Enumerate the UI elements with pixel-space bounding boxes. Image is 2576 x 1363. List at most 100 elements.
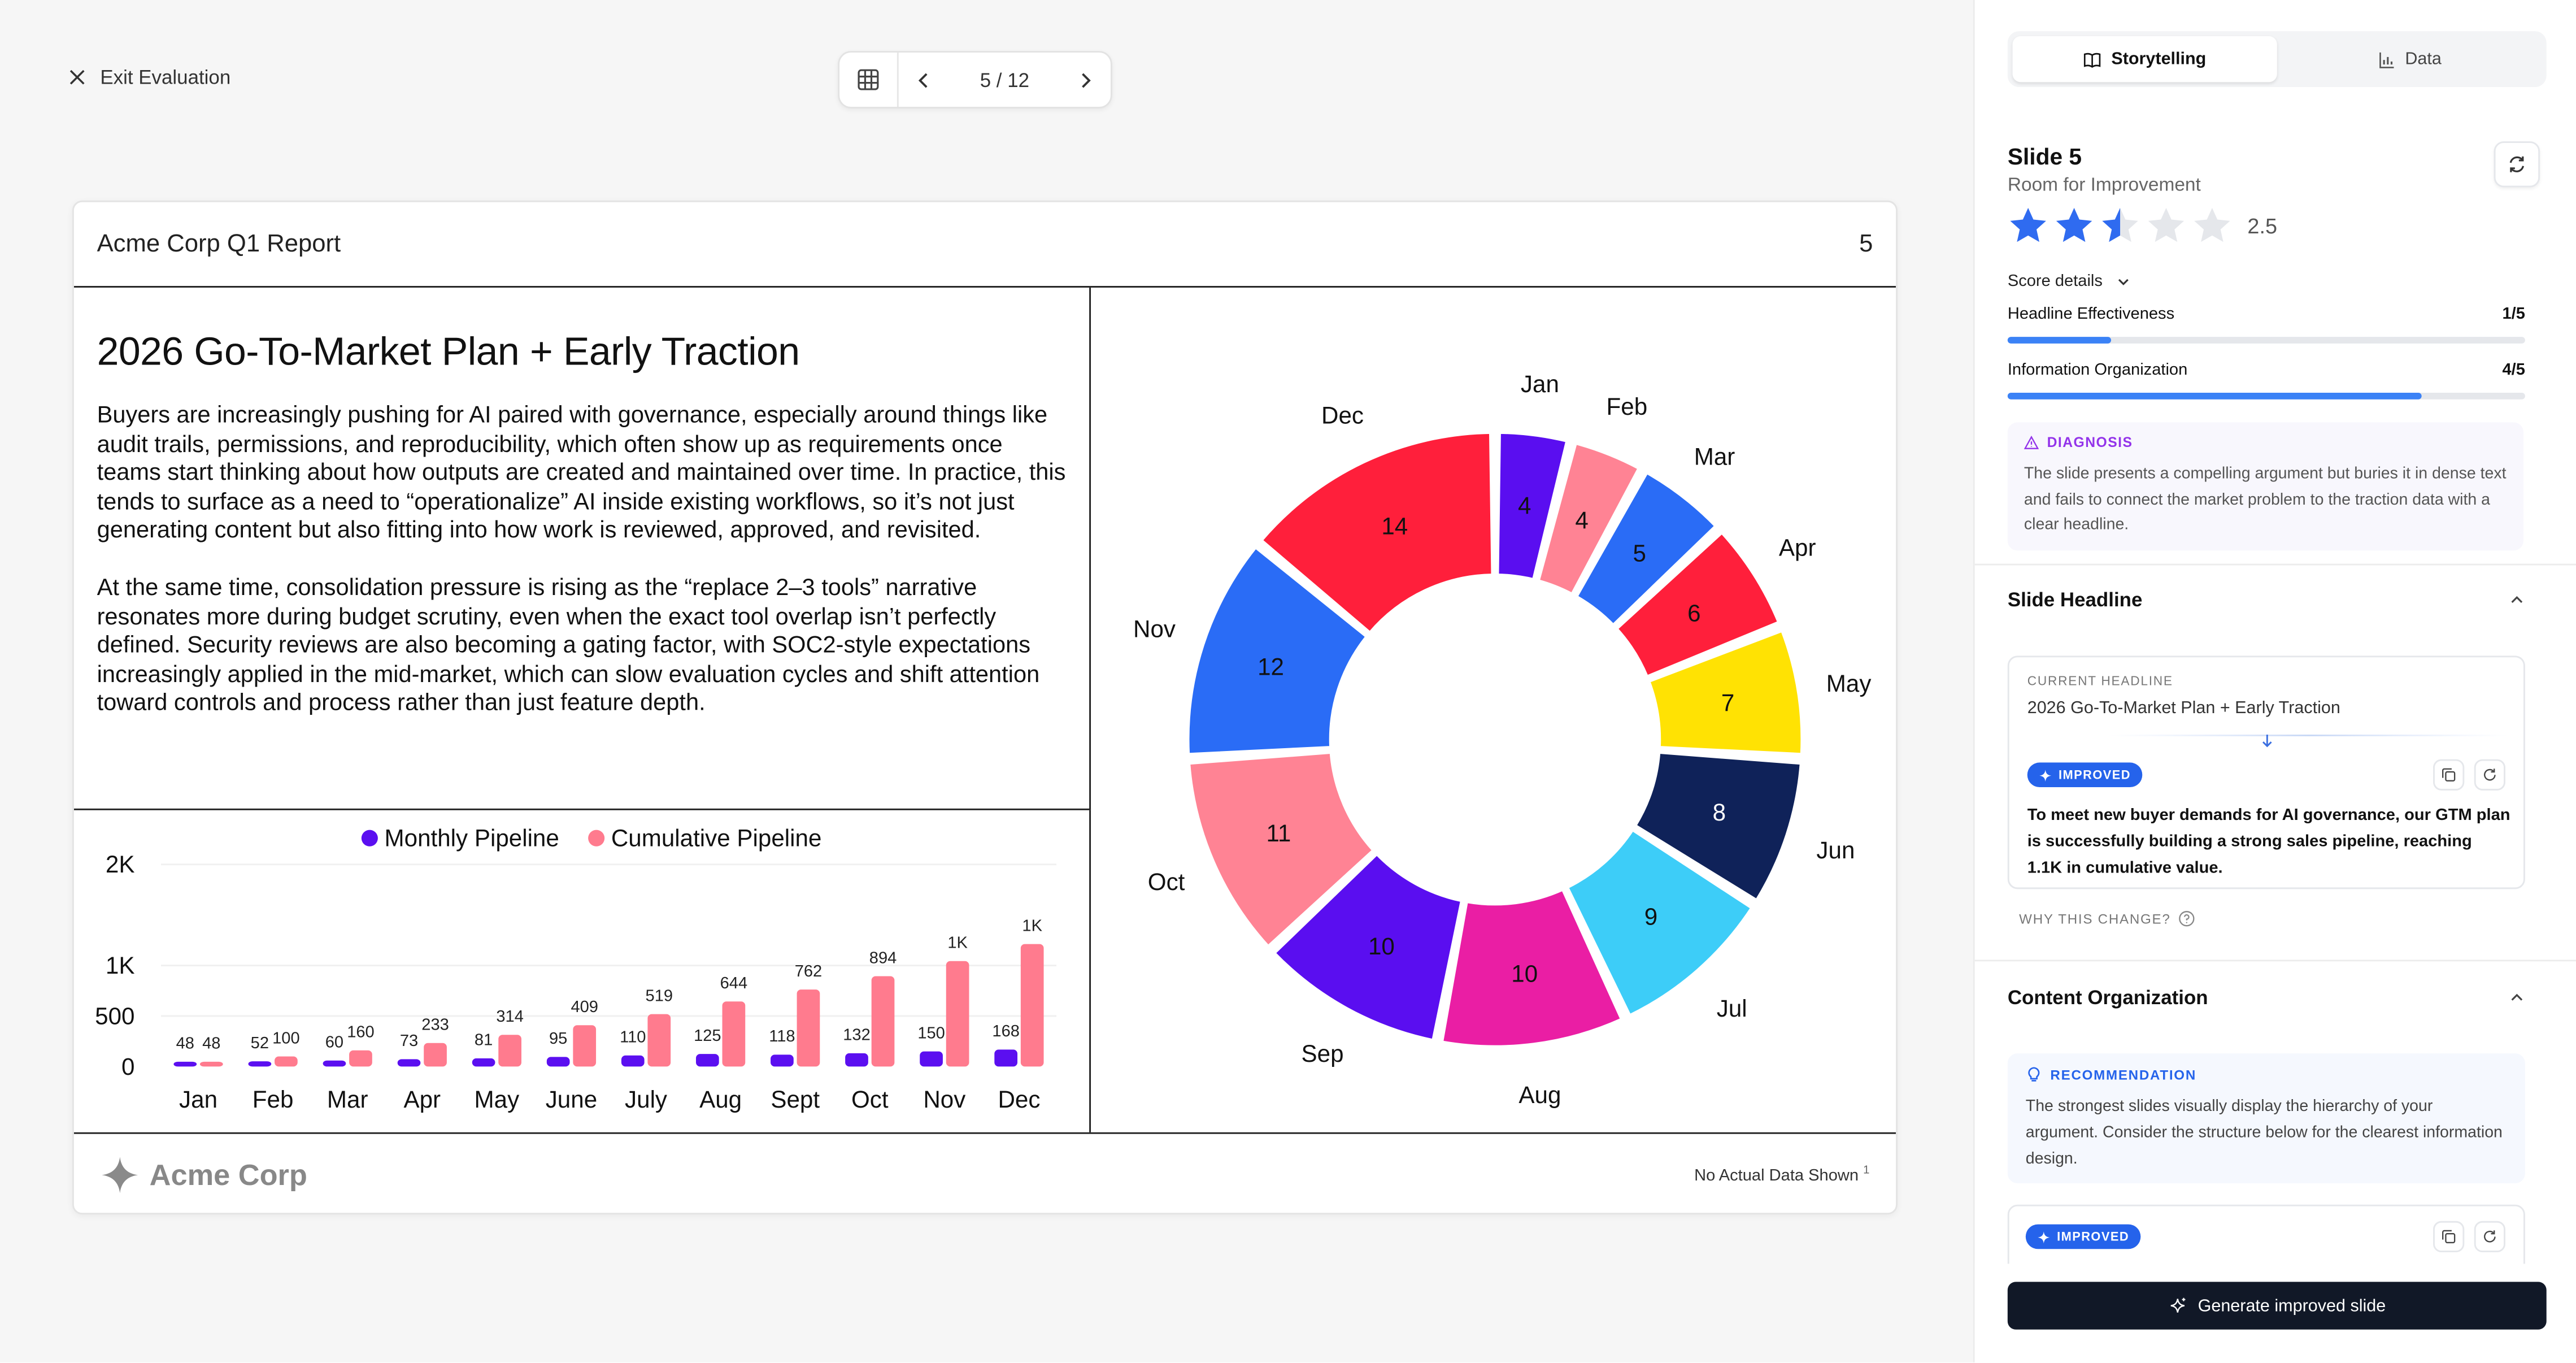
- bar-cumulative: [199, 1061, 223, 1067]
- slide-pager: 5 / 12: [838, 51, 1112, 108]
- tab-storytelling-label: Storytelling: [2111, 49, 2207, 70]
- content-improved-card: IMPROVED: [2007, 1204, 2525, 1304]
- bar-cumulative: [647, 1014, 671, 1067]
- x-tick-label: May: [475, 1086, 520, 1113]
- footer-note-text: No Actual Data Shown: [1694, 1167, 1859, 1186]
- slide-footer: Acme Corp No Actual Data Shown 1: [73, 1132, 1896, 1213]
- evaluation-sidebar: Storytelling Data Slide 5 Room for Impro…: [1973, 0, 2576, 1362]
- section-title: Content Organization: [2007, 986, 2208, 1009]
- chevron-left-icon: [918, 72, 928, 88]
- re-evaluate-button[interactable]: [2494, 141, 2540, 188]
- content-organization-section-toggle[interactable]: Content Organization: [2008, 986, 2525, 1009]
- slide-paragraph-2: At the same time, consolidation pressure…: [97, 575, 1040, 717]
- donut-slice: [1440, 887, 1624, 1049]
- bar-monthly: [546, 1057, 570, 1067]
- lightbulb-icon: [2028, 1067, 2040, 1082]
- improved-headline-text: To meet new buyer demands for AI governa…: [2027, 806, 2510, 878]
- bar-value-label: 52: [251, 1034, 269, 1052]
- rating-value: 2.5: [2247, 214, 2277, 238]
- bar-value-label: 60: [325, 1033, 343, 1051]
- bar-value-label: 81: [475, 1031, 493, 1049]
- y-tick-label: 0: [121, 1053, 134, 1080]
- section-title: Slide Headline: [2007, 588, 2143, 611]
- bar-monthly: [248, 1061, 272, 1067]
- tab-data[interactable]: Data: [2277, 36, 2542, 82]
- sparkle-logo-icon: [102, 1157, 138, 1193]
- bar-value-label: 95: [549, 1030, 567, 1048]
- legend-swatch: [588, 830, 605, 847]
- divider: [1974, 960, 2576, 962]
- bar-cumulative: [498, 1035, 521, 1067]
- bar-value-label: 1K: [947, 934, 968, 952]
- slice-category-label: Nov: [1133, 615, 1176, 642]
- refresh-icon: [2509, 156, 2524, 172]
- slice-value-label: 12: [1257, 653, 1284, 680]
- previous-slide-button[interactable]: [899, 53, 948, 107]
- regenerate-content-button[interactable]: [2474, 1221, 2506, 1253]
- metric-track: [2007, 337, 2525, 344]
- donut-slice: [1495, 431, 1569, 581]
- footer-note: No Actual Data Shown 1: [1694, 1165, 1869, 1185]
- improved-badge: IMPROVED: [2025, 1224, 2141, 1249]
- grid-view-button[interactable]: [839, 53, 899, 107]
- divider: [1974, 563, 2576, 566]
- donut-slice: [1536, 441, 1641, 596]
- bar-value-label: 1K: [1022, 917, 1042, 935]
- slide-headline: 2026 Go-To-Market Plan + Early Traction: [97, 330, 800, 375]
- bar-value-label: 168: [992, 1022, 1020, 1040]
- improved-badge: IMPROVED: [2027, 762, 2143, 788]
- x-tick-label: July: [625, 1086, 667, 1113]
- slice-category-label: Aug: [1518, 1082, 1561, 1108]
- refresh-icon: [2484, 1230, 2496, 1243]
- bar-monthly: [771, 1054, 794, 1067]
- metric-fill: [2007, 337, 2112, 344]
- score-details-toggle[interactable]: Score details: [2008, 273, 2131, 291]
- slice-category-label: Sep: [1302, 1040, 1344, 1067]
- bar-value-label: 125: [694, 1027, 721, 1045]
- copy-headline-button[interactable]: [2433, 759, 2465, 791]
- slide-headline-section-toggle[interactable]: Slide Headline: [2008, 588, 2525, 611]
- book-open-icon: [2084, 52, 2101, 67]
- next-slide-button[interactable]: [1061, 53, 1111, 107]
- generate-label: Generate improved slide: [2198, 1296, 2386, 1316]
- slice-value-label: 4: [1575, 507, 1588, 533]
- chevron-up-icon: [2511, 596, 2523, 603]
- close-icon: [69, 70, 85, 85]
- metric-value: 4/5: [2502, 361, 2525, 380]
- exit-evaluation-button[interactable]: Exit Evaluation: [69, 66, 230, 89]
- recommendation-box: RECOMMENDATION The strongest slides visu…: [2007, 1053, 2525, 1183]
- y-tick-label: 500: [95, 1003, 134, 1030]
- generate-footer: Generate improved slide: [1974, 1264, 2576, 1362]
- slice-category-label: Oct: [1148, 869, 1185, 895]
- x-tick-label: Jan: [179, 1086, 217, 1113]
- bar-cumulative: [797, 989, 820, 1067]
- bar-monthly: [472, 1058, 495, 1067]
- why-this-change-button[interactable]: WHY THIS CHANGE?: [2019, 910, 2195, 927]
- bar-cumulative: [349, 1050, 372, 1067]
- x-tick-label: Sept: [771, 1086, 820, 1113]
- legend-label: Cumulative Pipeline: [611, 825, 822, 852]
- metric-headline-effectiveness: Headline Effectiveness 1/5: [2007, 306, 2525, 344]
- slice-value-label: 9: [1644, 903, 1657, 930]
- bar-cumulative: [573, 1025, 597, 1067]
- slice-value-label: 14: [1381, 513, 1408, 540]
- help-circle-icon: [2179, 911, 2195, 927]
- bar-value-label: 48: [176, 1035, 194, 1053]
- bar-monthly: [695, 1054, 719, 1067]
- slice-category-label: May: [1826, 670, 1872, 697]
- improved-badge-label: IMPROVED: [2058, 767, 2131, 783]
- regenerate-headline-button[interactable]: [2474, 759, 2506, 791]
- generate-improved-slide-button[interactable]: Generate improved slide: [2007, 1282, 2547, 1330]
- slice-category-label: Jan: [1521, 371, 1559, 397]
- x-tick-label: Feb: [253, 1086, 294, 1113]
- copy-content-button[interactable]: [2433, 1221, 2465, 1253]
- donut-slice: [1647, 628, 1804, 757]
- star-icon: [2102, 207, 2138, 242]
- diagnosis-box: DIAGNOSIS The slide presents a compellin…: [2007, 422, 2523, 551]
- sparkle-icon: [2038, 1230, 2050, 1243]
- slice-value-label: 4: [1518, 492, 1531, 519]
- tab-storytelling[interactable]: Storytelling: [2012, 36, 2277, 83]
- metric-information-organization: Information Organization 4/5: [2007, 361, 2525, 400]
- slice-category-label: Jul: [1717, 995, 1747, 1022]
- slice-category-label: Dec: [1321, 402, 1364, 429]
